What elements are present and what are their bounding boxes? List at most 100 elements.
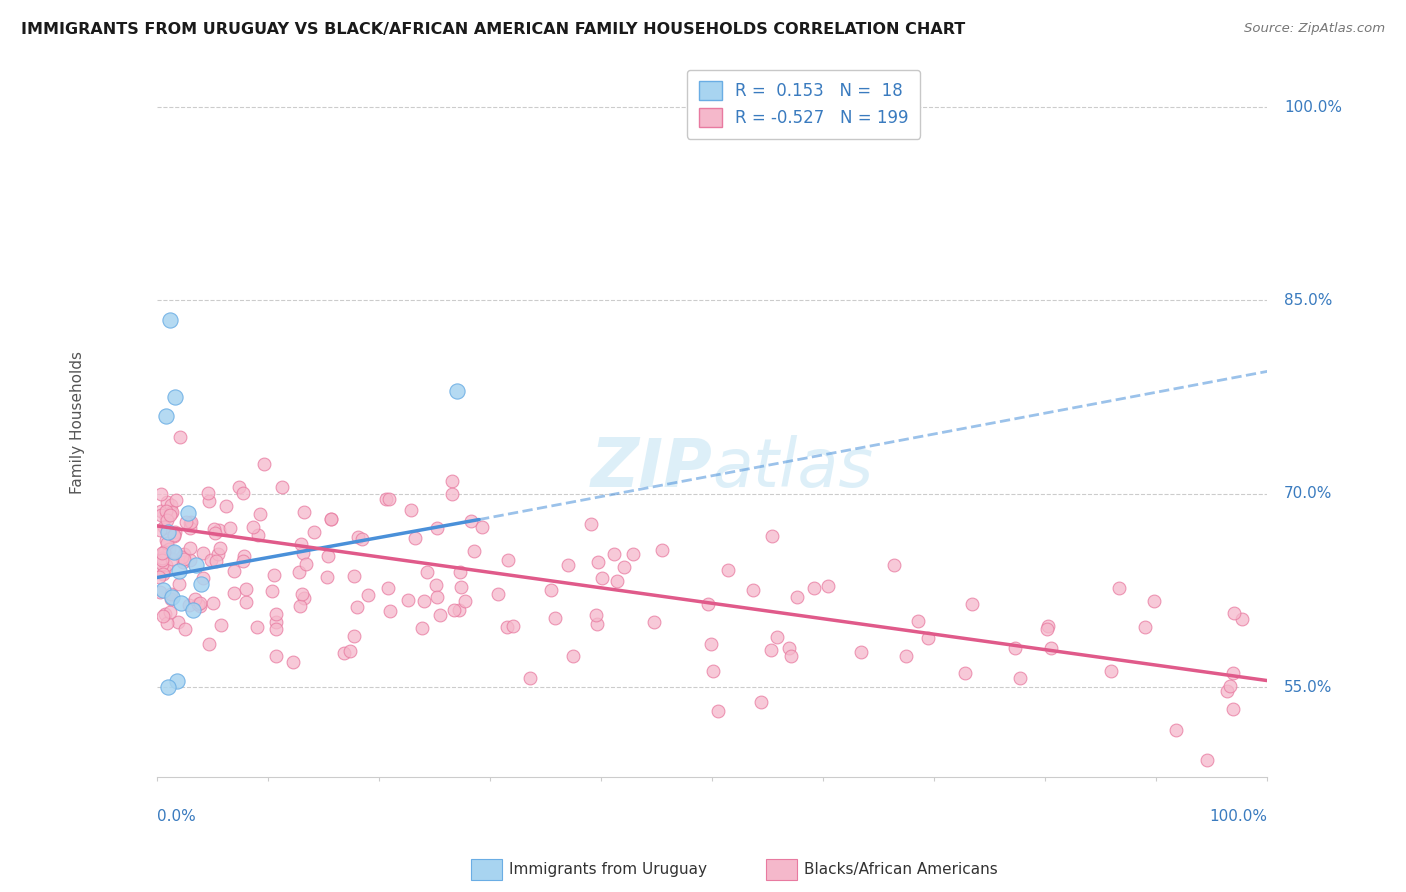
Point	[415, 565, 437, 579]
Point	[579, 516, 602, 531]
Point	[149, 487, 172, 501]
Point	[603, 547, 626, 561]
Point	[173, 551, 195, 566]
Point	[1219, 679, 1241, 693]
Point	[426, 521, 449, 535]
Point	[412, 594, 434, 608]
Point	[163, 525, 186, 540]
Point	[749, 695, 772, 709]
Point	[700, 637, 723, 651]
Point	[1222, 701, 1244, 715]
Point	[155, 533, 177, 547]
Point	[235, 582, 257, 597]
Point	[346, 600, 368, 615]
Point	[242, 520, 264, 534]
Point	[224, 586, 246, 600]
Point	[163, 529, 186, 543]
Point	[165, 493, 187, 508]
Point	[233, 549, 256, 563]
Point	[1010, 671, 1032, 685]
Point	[429, 608, 451, 623]
Point	[149, 523, 172, 537]
Point	[208, 541, 231, 555]
Point	[150, 550, 173, 565]
Legend: R =  0.153   N =  18, R = -0.527   N = 199: R = 0.153 N = 18, R = -0.527 N = 199	[688, 70, 921, 139]
Point	[149, 508, 172, 522]
Point	[160, 591, 183, 606]
Point	[170, 596, 193, 610]
Point	[651, 542, 673, 557]
Point	[187, 597, 209, 611]
Point	[803, 581, 825, 595]
Point	[339, 644, 361, 658]
Point	[156, 536, 179, 550]
Point	[498, 553, 520, 567]
Point	[253, 457, 276, 471]
Point	[219, 521, 242, 535]
Point	[761, 529, 783, 543]
Point	[780, 648, 803, 663]
Point	[235, 595, 257, 609]
Point	[606, 574, 628, 589]
Point	[321, 511, 343, 525]
Text: 55.0%: 55.0%	[1284, 680, 1333, 695]
Point	[160, 505, 183, 519]
Point	[425, 577, 447, 591]
Point	[159, 587, 181, 601]
Point	[290, 537, 312, 551]
Point	[291, 587, 314, 601]
Point	[149, 585, 172, 599]
Point	[471, 519, 494, 533]
Point	[1099, 665, 1122, 679]
Point	[173, 822, 195, 836]
Point	[264, 622, 287, 636]
Point	[204, 526, 226, 541]
Point	[281, 656, 304, 670]
Point	[159, 498, 181, 512]
Point	[150, 558, 173, 572]
Point	[426, 590, 449, 604]
Point	[586, 555, 609, 569]
Point	[378, 492, 401, 507]
Point	[179, 553, 201, 567]
Point	[188, 599, 211, 613]
Point	[179, 541, 201, 555]
Point	[1039, 640, 1062, 655]
Point	[208, 523, 231, 537]
Point	[396, 593, 419, 607]
Point	[152, 520, 174, 534]
Point	[562, 648, 585, 663]
Point	[585, 607, 607, 622]
Point	[519, 671, 541, 685]
Point	[155, 513, 177, 527]
Point	[1223, 607, 1246, 621]
Point	[1036, 622, 1059, 636]
Point	[1004, 640, 1026, 655]
Point	[173, 548, 195, 562]
Point	[207, 547, 229, 561]
Point	[177, 506, 200, 520]
Point	[222, 564, 245, 578]
Point	[202, 522, 225, 536]
Point	[249, 507, 271, 521]
Text: Source: ZipAtlas.com: Source: ZipAtlas.com	[1244, 22, 1385, 36]
Point	[741, 583, 763, 598]
Point	[453, 594, 475, 608]
Point	[270, 480, 292, 494]
Text: 100.0%: 100.0%	[1209, 809, 1267, 824]
Point	[955, 666, 977, 681]
Point	[896, 648, 918, 663]
Point	[717, 563, 740, 577]
Point	[179, 598, 201, 612]
Text: 70.0%: 70.0%	[1284, 486, 1333, 501]
Point	[163, 545, 186, 559]
Point	[1135, 620, 1157, 634]
Point	[215, 499, 238, 513]
Point	[200, 552, 222, 566]
Point	[294, 505, 316, 519]
Point	[343, 568, 366, 582]
Point	[883, 558, 905, 573]
Point	[167, 576, 190, 591]
Point	[1215, 684, 1237, 698]
Point	[817, 578, 839, 592]
